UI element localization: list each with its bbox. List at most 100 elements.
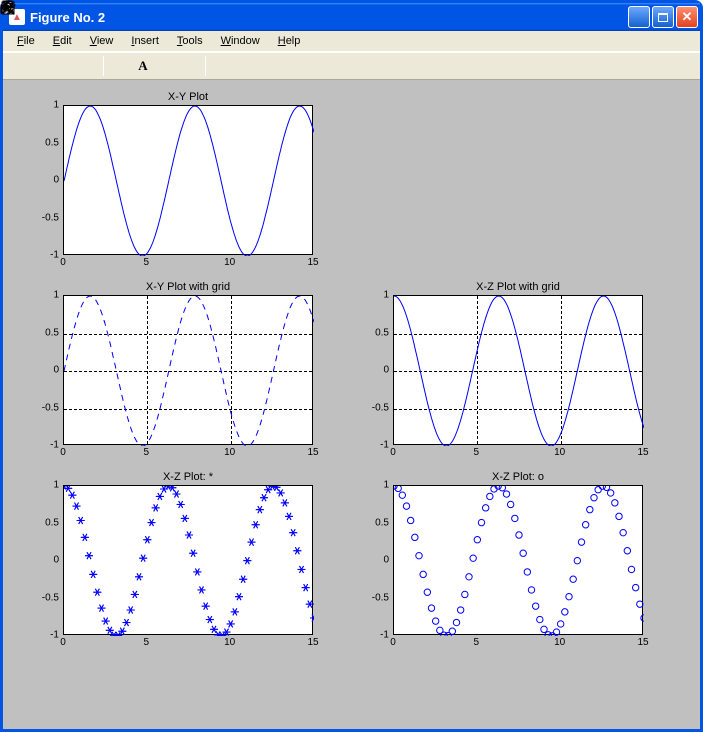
y-axis-labels: -1-0.500.51 (361, 295, 393, 445)
titlebar[interactable]: ▲ Figure No. 2 _ ✕ (3, 3, 700, 31)
tick-label: 1 (383, 290, 389, 301)
tick-label: 1 (53, 100, 59, 111)
subplot: X-Y Plot with grid-1-0.500.51051015 (31, 280, 313, 459)
tick-label: -0.5 (372, 592, 389, 603)
plot-title: X-Z Plot: o (393, 470, 643, 485)
tick-label: 0 (60, 447, 66, 458)
tick-label: 0 (60, 257, 66, 268)
tick-label: 0 (53, 175, 59, 186)
window-title: Figure No. 2 (30, 10, 628, 25)
new-file-icon[interactable] (7, 55, 29, 77)
tick-label: -0.5 (42, 402, 59, 413)
close-button[interactable]: ✕ (676, 6, 698, 28)
plot-svg (64, 486, 314, 636)
toolbar: A (3, 52, 700, 80)
tick-label: 1 (383, 480, 389, 491)
menu-edit[interactable]: Edit (45, 33, 80, 49)
figure-canvas: X-Y Plot-1-0.500.51051015X-Y Plot with g… (3, 80, 700, 729)
minimize-button[interactable]: _ (628, 6, 650, 28)
menubar: File Edit View Insert Tools Window Help (3, 31, 700, 52)
y-axis-labels: -1-0.500.51 (361, 485, 393, 635)
x-axis-labels: 051015 (63, 255, 313, 269)
menu-insert[interactable]: Insert (123, 33, 167, 49)
subplot: X-Z Plot with grid-1-0.500.51051015 (361, 280, 643, 459)
maximize-button[interactable] (652, 6, 674, 28)
tick-label: 5 (144, 637, 150, 648)
save-icon[interactable] (53, 55, 75, 77)
tick-label: 10 (224, 637, 235, 648)
plot-title: X-Z Plot: * (63, 470, 313, 485)
tick-label: 5 (144, 447, 150, 458)
tick-label: 15 (307, 447, 318, 458)
axes[interactable] (63, 295, 313, 445)
plot-svg (394, 486, 644, 636)
x-axis-labels: 051015 (393, 445, 643, 459)
window-buttons: _ ✕ (628, 6, 698, 28)
plot-svg (394, 296, 644, 446)
menu-help[interactable]: Help (270, 33, 309, 49)
tick-label: -0.5 (42, 592, 59, 603)
arrowline-icon[interactable] (155, 55, 177, 77)
tick-label: -0.5 (42, 212, 59, 223)
text-icon[interactable]: A (132, 55, 154, 77)
tick-label: 0 (53, 555, 59, 566)
tick-label: -1 (380, 630, 389, 641)
tick-label: 15 (307, 637, 318, 648)
plot-svg (64, 296, 314, 446)
plot-title: X-Y Plot (63, 90, 313, 105)
tick-label: 10 (554, 637, 565, 648)
menu-window[interactable]: Window (213, 33, 268, 49)
tick-label: 0.5 (45, 327, 59, 338)
tick-label: -0.5 (372, 402, 389, 413)
x-axis-labels: 051015 (63, 445, 313, 459)
tick-label: 15 (637, 447, 648, 458)
rotate-icon[interactable] (257, 55, 279, 77)
tick-label: 5 (474, 637, 480, 648)
subplot: X-Z Plot: o-1-0.500.51051015 (361, 470, 643, 649)
axes[interactable] (393, 485, 643, 635)
plot-title: X-Y Plot with grid (63, 280, 313, 295)
tick-label: -1 (380, 440, 389, 451)
axes[interactable] (393, 295, 643, 445)
plot-title: X-Z Plot with grid (393, 280, 643, 295)
open-icon[interactable] (30, 55, 52, 77)
y-axis-labels: -1-0.500.51 (31, 485, 63, 635)
tick-label: -1 (50, 630, 59, 641)
menu-file[interactable]: File (9, 33, 43, 49)
tick-label: 5 (474, 447, 480, 458)
tick-label: 10 (554, 447, 565, 458)
tick-label: 1 (53, 480, 59, 491)
tick-label: 0 (383, 555, 389, 566)
tick-label: 15 (637, 637, 648, 648)
menu-tools[interactable]: Tools (169, 33, 211, 49)
line-icon[interactable] (178, 55, 200, 77)
tick-label: 0.5 (375, 327, 389, 338)
print-icon[interactable] (76, 55, 98, 77)
toolbar-separator (205, 56, 206, 76)
tick-label: 0 (60, 637, 66, 648)
axes[interactable] (63, 485, 313, 635)
zoom-in-icon[interactable] (211, 55, 233, 77)
y-axis-labels: -1-0.500.51 (31, 105, 63, 255)
tick-label: 5 (144, 257, 150, 268)
x-axis-labels: 051015 (63, 635, 313, 649)
plot-svg (64, 106, 314, 256)
tick-label: 15 (307, 257, 318, 268)
arrow-icon[interactable] (109, 55, 131, 77)
zoom-out-icon[interactable] (234, 55, 256, 77)
menu-view[interactable]: View (82, 33, 122, 49)
subplot: X-Y Plot-1-0.500.51051015 (31, 90, 313, 269)
tick-label: 10 (224, 257, 235, 268)
tick-label: 0.5 (45, 517, 59, 528)
tick-label: 0.5 (45, 137, 59, 148)
tick-label: 0.5 (375, 517, 389, 528)
tick-label: 1 (53, 290, 59, 301)
axes[interactable] (63, 105, 313, 255)
tick-label: -1 (50, 440, 59, 451)
y-axis-labels: -1-0.500.51 (31, 295, 63, 445)
x-axis-labels: 051015 (393, 635, 643, 649)
figure-window: ▲ Figure No. 2 _ ✕ File Edit View Insert… (0, 0, 703, 732)
toolbar-separator (103, 56, 104, 76)
tick-label: 10 (224, 447, 235, 458)
tick-label: 0 (53, 365, 59, 376)
